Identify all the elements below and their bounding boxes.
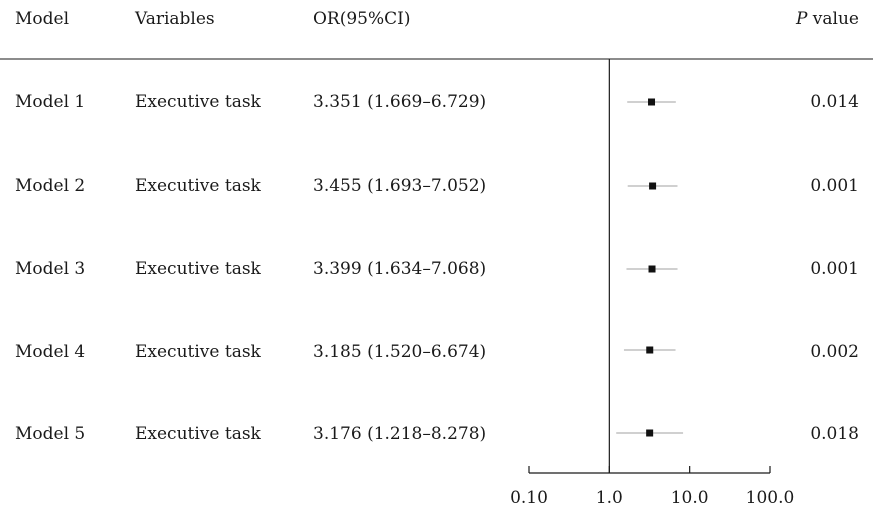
x-tick-label-2: 1.0 — [596, 488, 623, 508]
row-4-variable: Executive task — [135, 342, 261, 362]
row-4-p-value: 0.002 — [810, 342, 859, 362]
row-1-variable: Executive task — [135, 92, 261, 112]
header-or-ci: OR(95%CI) — [313, 9, 411, 29]
row-3-variable: Executive task — [135, 259, 261, 279]
row-5-p-value: 0.018 — [810, 424, 859, 444]
row-1-p-value: 0.014 — [810, 92, 859, 112]
x-tick-label-4: 100.0 — [746, 488, 795, 508]
row-5-model: Model 5 — [15, 424, 86, 444]
point-estimate-model-3 — [648, 265, 656, 273]
row-3-p-value: 0.001 — [810, 259, 859, 279]
header-model: Model — [15, 9, 70, 29]
row-5-variable: Executive task — [135, 424, 261, 444]
row-2-p-value: 0.001 — [810, 176, 859, 196]
header-p-rest: value — [807, 9, 859, 29]
row-1-model: Model 1 — [15, 92, 86, 112]
row-2-model: Model 2 — [15, 176, 86, 196]
row-3-or-ci: 3.399 (1.634–7.068) — [313, 259, 487, 279]
row-2-variable: Executive task — [135, 176, 261, 196]
row-1-or-ci: 3.351 (1.669–6.729) — [313, 92, 487, 112]
row-3-model: Model 3 — [15, 259, 86, 279]
header-variables: Variables — [135, 9, 215, 29]
row-2-or-ci: 3.455 (1.693–7.052) — [313, 176, 487, 196]
header-p-italic: P — [795, 9, 808, 29]
row-4-or-ci: 3.185 (1.520–6.674) — [313, 342, 487, 362]
point-estimate-model-4 — [646, 346, 654, 354]
point-estimate-model-2 — [649, 182, 657, 190]
x-tick-label-3: 10.0 — [671, 488, 709, 508]
point-estimate-model-1 — [648, 98, 656, 106]
row-4-model: Model 4 — [15, 342, 86, 362]
point-estimate-model-5 — [646, 429, 654, 437]
x-tick-label-1: 0.10 — [510, 488, 548, 508]
row-5-or-ci: 3.176 (1.218–8.278) — [313, 424, 487, 444]
header-p-value: P value — [796, 9, 859, 29]
